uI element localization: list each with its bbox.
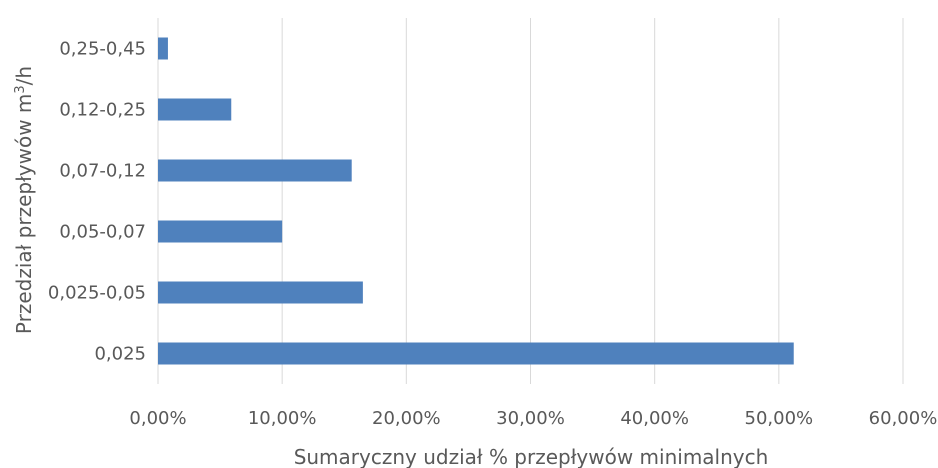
bar (158, 220, 283, 243)
y-axis-title: Przedział przepływów m3/h (12, 66, 36, 334)
y-tick-label: 0,025 (94, 344, 146, 365)
x-tick-label: 50,00% (745, 408, 814, 429)
y-axis-title-unit: /h (12, 66, 36, 85)
bar (158, 342, 794, 365)
y-tick-label: 0,12-0,25 (59, 100, 146, 121)
x-tick-label: 0,00% (129, 408, 186, 429)
y-tick-label: 0,05-0,07 (59, 222, 146, 243)
y-axis-title-main: Przedział przepływów m (12, 94, 36, 335)
bar (158, 98, 232, 121)
x-tick-label: 20,00% (372, 408, 441, 429)
x-tick-labels: 0,00% 10,00% 20,00% 30,00% 40,00% 50,00% 60,00… (129, 408, 937, 429)
x-tick-label: 30,00% (496, 408, 565, 429)
y-tick-label: 0,25-0,45 (59, 39, 146, 60)
bar (158, 37, 168, 60)
y-tick-label: 0,025-0,05 (48, 283, 146, 304)
y-axis-title-sup: 3 (13, 85, 28, 93)
gridlines (157, 18, 904, 384)
x-axis-title: Sumaryczny udział % przepływów minimalny… (294, 445, 769, 468)
y-tick-label: 0,07-0,12 (59, 161, 146, 182)
bar (158, 281, 363, 304)
y-tick-labels: 0,025 0,025-0,05 0,05-0,07 0,07-0,12 0,12-0,… (48, 39, 146, 365)
x-tick-label: 40,00% (620, 408, 689, 429)
bar (158, 159, 352, 182)
x-tick-label: 60,00% (869, 408, 938, 429)
x-tick-label: 10,00% (248, 408, 317, 429)
bars (158, 37, 794, 365)
